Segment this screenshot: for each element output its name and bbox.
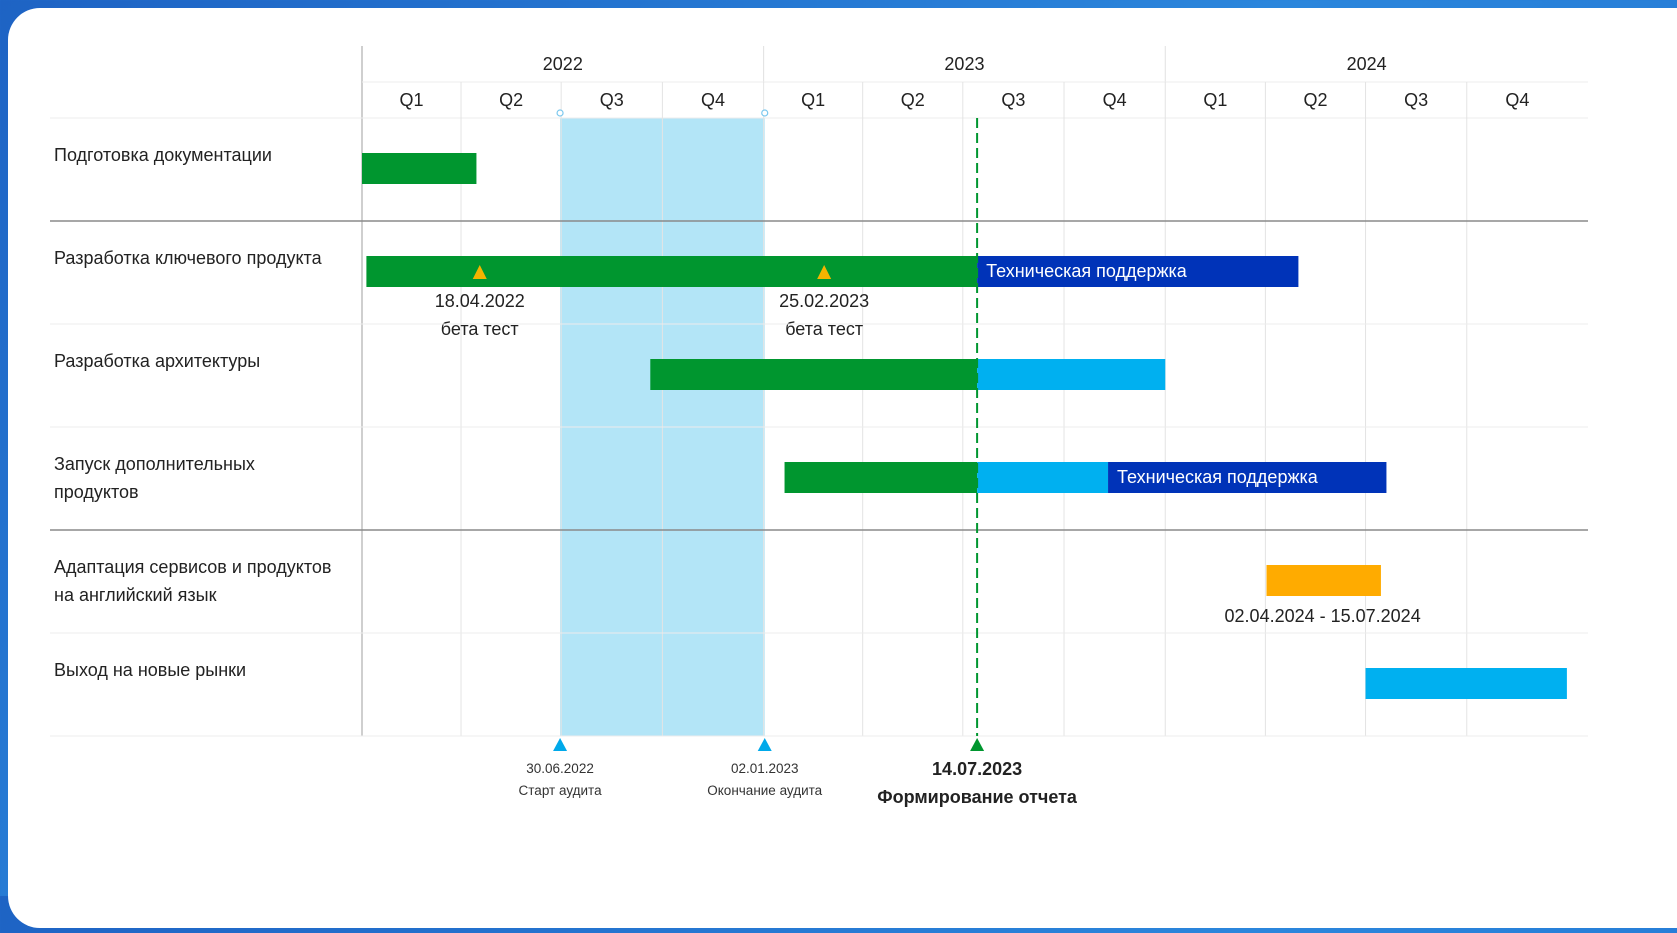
timeline-marker-label: 02.01.2023 [731, 761, 799, 776]
timeline-marker-label: Окончание аудита [707, 783, 822, 798]
year-label: 2023 [944, 54, 984, 74]
timeline-marker-label: Формирование отчета [877, 787, 1078, 807]
task-bar[interactable] [1266, 565, 1381, 596]
quarter-label: Q3 [1404, 90, 1428, 110]
task-bar[interactable] [650, 359, 978, 390]
quarter-label: Q4 [1103, 90, 1127, 110]
milestone-label: 18.04.2022 [435, 291, 525, 311]
timeline-marker-label: Старт аудита [519, 783, 603, 798]
task-bar[interactable] [1365, 668, 1567, 699]
task-bar[interactable] [366, 256, 978, 287]
task-bar[interactable] [977, 256, 1299, 287]
timeline-marker-label: 14.07.2023 [932, 759, 1022, 779]
task-label: Разработка ключевого продукта [54, 248, 323, 268]
year-label: 2022 [543, 54, 583, 74]
task-bar[interactable] [977, 462, 1109, 493]
milestone-label: 25.02.2023 [779, 291, 869, 311]
timeline-marker[interactable] [970, 738, 985, 751]
timeline-marker[interactable] [757, 738, 772, 751]
quarter-label: Q2 [901, 90, 925, 110]
task-label: на английский язык [54, 585, 217, 605]
quarter-label: Q1 [801, 90, 825, 110]
quarter-label: Q2 [1303, 90, 1327, 110]
gantt-chart: 2022 2023 2024 Q1 Q2 Q3 Q4 Q1 Q2 Q3 Q4 Q1 Q2 Q3 Q4 Подг… [50, 46, 1588, 807]
task-bar[interactable] [362, 153, 477, 184]
milestone-label: бета тест [785, 319, 863, 339]
bar-date-annotation: 02.04.2024 - 15.07.2024 [1225, 606, 1421, 626]
quarter-label: Q1 [400, 90, 424, 110]
task-label: Подготовка документации [54, 145, 272, 165]
quarter-label: Q2 [499, 90, 523, 110]
timeline-marker-label: 30.06.2022 [526, 761, 594, 776]
audit-handle[interactable] [761, 109, 769, 117]
task-label: Разработка архитектуры [54, 351, 260, 371]
task-bar[interactable] [784, 462, 978, 493]
task-label: Запуск дополнительных [54, 454, 255, 474]
task-bar-label: Техническая поддержка [1117, 467, 1319, 487]
milestone-marker[interactable] [817, 265, 832, 279]
chart-card: 2022 2023 2024 Q1 Q2 Q3 Q4 Q1 Q2 Q3 Q4 Q1 Q2 Q3 Q4 Подг… [8, 8, 1677, 928]
task-label: Выход на новые рынки [54, 660, 246, 680]
task-label: Адаптация сервисов и продуктов [54, 557, 331, 577]
timeline-marker[interactable] [553, 738, 568, 751]
quarter-label: Q3 [600, 90, 624, 110]
milestone-marker[interactable] [472, 265, 487, 279]
year-label: 2024 [1347, 54, 1387, 74]
milestone-label: бета тест [441, 319, 519, 339]
quarter-label: Q4 [701, 90, 725, 110]
task-bar-label: Техническая поддержка [986, 261, 1188, 281]
task-bar[interactable] [977, 359, 1166, 390]
task-label: продуктов [54, 482, 139, 502]
quarter-label: Q4 [1505, 90, 1529, 110]
quarter-label: Q3 [1001, 90, 1025, 110]
task-bar[interactable] [1108, 462, 1387, 493]
audit-handle[interactable] [556, 109, 564, 117]
quarter-label: Q1 [1203, 90, 1227, 110]
